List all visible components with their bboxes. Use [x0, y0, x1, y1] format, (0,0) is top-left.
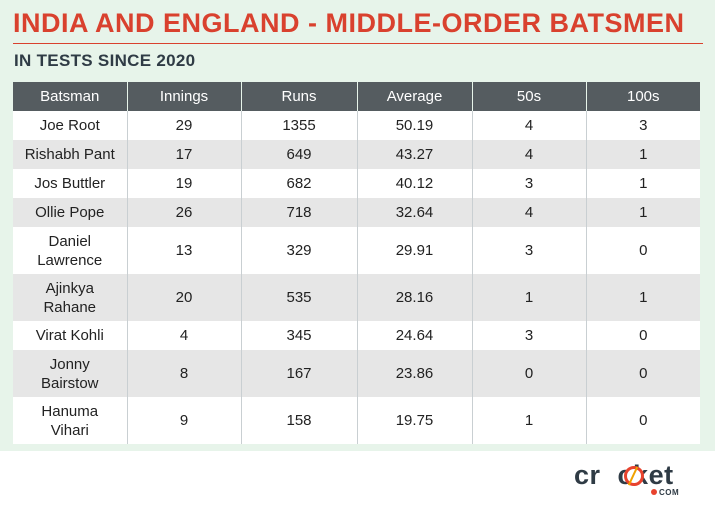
cell-hundreds: 1	[586, 274, 700, 321]
table-row: Ollie Pope 26 718 32.64 4 1	[13, 198, 700, 227]
cell-runs: 649	[241, 140, 358, 169]
cell-batsman: Jos Buttler	[13, 169, 128, 198]
cricket-com-logo: cr cket COM	[574, 460, 689, 500]
cell-fifties: 4	[472, 140, 587, 169]
cell-hundreds: 1	[586, 198, 700, 227]
cell-runs: 345	[241, 321, 358, 350]
chart-subtitle: IN TESTS SINCE 2020	[14, 51, 196, 70]
table-header-row: Batsman Innings Runs Average 50s 100s	[13, 82, 700, 111]
cell-runs: 329	[241, 227, 358, 274]
cell-batsman: Virat Kohli	[13, 321, 128, 350]
table-row: Hanuma Vihari 9 158 19.75 1 0	[13, 397, 700, 444]
table-body: Joe Root 29 1355 50.19 4 3 Rishabh Pant 17 649 43…	[13, 111, 700, 444]
cell-innings: 13	[127, 227, 242, 274]
column-header-runs: Runs	[241, 82, 358, 111]
cell-average: 29.91	[357, 227, 473, 274]
cell-hundreds: 3	[586, 111, 700, 140]
column-header-innings: Innings	[127, 82, 242, 111]
cell-fifties: 4	[472, 111, 587, 140]
column-header-hundreds: 100s	[586, 82, 700, 111]
cell-fifties: 0	[472, 350, 587, 397]
cell-average: 23.86	[357, 350, 473, 397]
title-divider	[13, 43, 703, 44]
table-row: Ajinkya Rahane 20 535 28.16 1 1	[13, 274, 700, 321]
cell-innings: 26	[127, 198, 242, 227]
chart-title: INDIA AND ENGLAND - MIDDLE-ORDER BATSMEN	[13, 8, 685, 38]
cell-hundreds: 0	[586, 397, 700, 444]
column-header-fifties: 50s	[472, 82, 587, 111]
cell-runs: 682	[241, 169, 358, 198]
cell-runs: 718	[241, 198, 358, 227]
table-row: Daniel Lawrence 13 329 29.91 3 0	[13, 227, 700, 274]
cell-average: 43.27	[357, 140, 473, 169]
table-row: Jonny Bairstow 8 167 23.86 0 0	[13, 350, 700, 397]
cell-average: 19.75	[357, 397, 473, 444]
cell-hundreds: 0	[586, 227, 700, 274]
cell-runs: 167	[241, 350, 358, 397]
cell-batsman: Hanuma Vihari	[13, 397, 128, 444]
table-row: Joe Root 29 1355 50.19 4 3	[13, 111, 700, 140]
cell-average: 50.19	[357, 111, 473, 140]
cell-batsman: Ajinkya Rahane	[13, 274, 128, 321]
cell-innings: 17	[127, 140, 242, 169]
logo-suffix: COM	[659, 488, 680, 497]
cell-runs: 1355	[241, 111, 358, 140]
stats-table: Batsman Innings Runs Average 50s 100s Jo…	[13, 82, 700, 444]
cell-average: 40.12	[357, 169, 473, 198]
table-row: Virat Kohli 4 345 24.64 3 0	[13, 321, 700, 350]
cell-fifties: 3	[472, 321, 587, 350]
column-header-batsman: Batsman	[13, 82, 128, 111]
cell-batsman: Joe Root	[13, 111, 128, 140]
cell-innings: 4	[127, 321, 242, 350]
cell-innings: 19	[127, 169, 242, 198]
cell-fifties: 1	[472, 274, 587, 321]
cell-batsman: Ollie Pope	[13, 198, 128, 227]
cell-hundreds: 1	[586, 169, 700, 198]
cell-batsman: Jonny Bairstow	[13, 350, 128, 397]
cell-runs: 158	[241, 397, 358, 444]
table-row: Jos Buttler 19 682 40.12 3 1	[13, 169, 700, 198]
cell-hundreds: 0	[586, 321, 700, 350]
cell-fifties: 4	[472, 198, 587, 227]
cell-hundreds: 0	[586, 350, 700, 397]
cell-innings: 9	[127, 397, 242, 444]
cell-average: 24.64	[357, 321, 473, 350]
column-header-average: Average	[357, 82, 473, 111]
chart-panel: INDIA AND ENGLAND - MIDDLE-ORDER BATSMEN…	[0, 0, 715, 451]
cell-fifties: 1	[472, 397, 587, 444]
cell-fifties: 3	[472, 169, 587, 198]
cell-batsman: Rishabh Pant	[13, 140, 128, 169]
logo-text-start: cr	[574, 460, 601, 490]
logo-wordmark: cr cket	[574, 460, 674, 491]
cell-average: 28.16	[357, 274, 473, 321]
cell-hundreds: 1	[586, 140, 700, 169]
logo-dot-icon	[651, 489, 657, 495]
cell-runs: 535	[241, 274, 358, 321]
table-row: Rishabh Pant 17 649 43.27 4 1	[13, 140, 700, 169]
cell-batsman: Daniel Lawrence	[13, 227, 128, 274]
cell-innings: 8	[127, 350, 242, 397]
cell-fifties: 3	[472, 227, 587, 274]
cell-average: 32.64	[357, 198, 473, 227]
cell-innings: 20	[127, 274, 242, 321]
cell-innings: 29	[127, 111, 242, 140]
